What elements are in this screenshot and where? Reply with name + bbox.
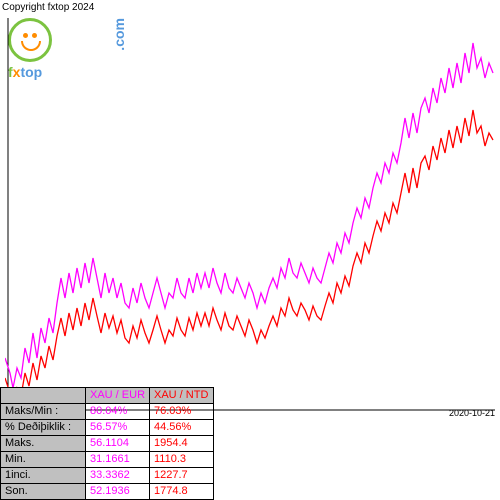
series-line-ntd [5, 110, 493, 403]
row-label: Maks. [1, 436, 86, 452]
cell-value: 31.1661 [86, 452, 150, 468]
x-end-label: 2020-10-21 [449, 408, 495, 418]
table-row: 1inci.33.33621227.7 [1, 468, 214, 484]
cell-value: 33.3362 [86, 468, 150, 484]
copyright-text: Copyright fxtop 2024 [2, 2, 94, 13]
cell-value: 1227.7 [150, 468, 214, 484]
row-label: Maks/Min : [1, 404, 86, 420]
cell-value: 44.56% [150, 420, 214, 436]
cell-value: 1774.8 [150, 484, 214, 500]
table-row: Maks.56.11041954.4 [1, 436, 214, 452]
table-row: Maks/Min :80.04%76.03% [1, 404, 214, 420]
cell-value: 76.03% [150, 404, 214, 420]
header-blank [1, 388, 86, 404]
cell-value: 56.1104 [86, 436, 150, 452]
row-label: % Deðiþiklik : [1, 420, 86, 436]
row-label: Son. [1, 484, 86, 500]
table-row: % Deðiþiklik :56.57%44.56% [1, 420, 214, 436]
cell-value: 56.57% [86, 420, 150, 436]
table-row: Min.31.16611110.3 [1, 452, 214, 468]
row-label: 1inci. [1, 468, 86, 484]
table-header-row: XAU / EUR XAU / NTD [1, 388, 214, 404]
header-series-1: XAU / EUR [86, 388, 150, 404]
stats-table: XAU / EUR XAU / NTD Maks/Min :80.04%76.0… [0, 387, 214, 500]
series-line-eur [5, 43, 493, 388]
price-chart [5, 18, 495, 413]
cell-value: 80.04% [86, 404, 150, 420]
row-label: Min. [1, 452, 86, 468]
table-row: Son.52.19361774.8 [1, 484, 214, 500]
header-series-2: XAU / NTD [150, 388, 214, 404]
cell-value: 1110.3 [150, 452, 214, 468]
cell-value: 1954.4 [150, 436, 214, 452]
cell-value: 52.1936 [86, 484, 150, 500]
